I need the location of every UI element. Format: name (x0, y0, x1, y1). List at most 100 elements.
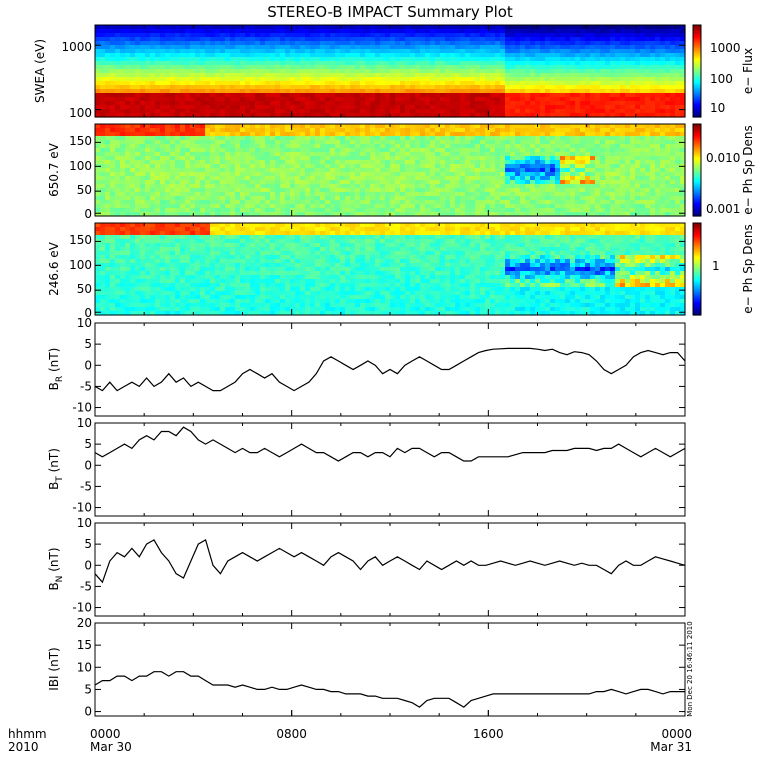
spectrogram-cell (395, 148, 401, 153)
spectrogram-cell (325, 148, 331, 153)
spectrogram-cell (350, 184, 356, 189)
spectrogram-cell (110, 192, 116, 197)
spectrogram-cell (355, 29, 361, 34)
spectrogram-cell (350, 65, 356, 70)
spectrogram-cell (370, 105, 376, 110)
spectrogram-cell (525, 160, 531, 165)
spectrogram-cell (560, 65, 566, 70)
spectrogram-cell (665, 105, 671, 110)
spectrogram-cell (325, 45, 331, 50)
spectrogram-cell (145, 164, 151, 169)
spectrogram-cell (140, 196, 146, 201)
spectrogram-cell (220, 49, 226, 54)
spectrogram-cell (400, 41, 406, 46)
spectrogram-cell (185, 65, 191, 70)
spectrogram-cell (255, 192, 261, 197)
spectrogram-cell (340, 172, 346, 177)
spectrogram-cell (540, 176, 546, 181)
spectrogram-cell (340, 93, 346, 98)
spectrogram-cell (625, 93, 631, 98)
spectrogram-cell (295, 192, 301, 197)
spectrogram-cell (250, 152, 256, 157)
spectrogram-cell (230, 136, 236, 141)
spectrogram-cell (460, 93, 466, 98)
spectrogram-cell (225, 101, 231, 106)
spectrogram-cell (450, 73, 456, 78)
spectrogram-cell (165, 136, 171, 141)
spectrogram-cell (415, 212, 421, 217)
spectrogram-cell (225, 168, 231, 173)
spectrogram-cell (155, 41, 161, 46)
spectrogram-cell (155, 81, 161, 86)
spectrogram-cell (295, 204, 301, 209)
spectrogram-cell (515, 196, 521, 201)
spectrogram-cell (260, 156, 266, 161)
spectrogram-cell (300, 45, 306, 50)
spectrogram-cell (530, 57, 536, 62)
spectrogram-cell (140, 29, 146, 34)
spectrogram-cell (415, 81, 421, 86)
spectrogram-cell (600, 37, 606, 42)
spectrogram-cell (565, 180, 571, 185)
spectrogram-cell (390, 168, 396, 173)
spectrogram-cell (455, 156, 461, 161)
spectrogram-cell (170, 109, 176, 114)
spectrogram-cell (455, 132, 461, 137)
spectrogram-cell (545, 152, 551, 157)
spectrogram-cell (250, 128, 256, 133)
colorbar-swatch (693, 104, 701, 107)
spectrogram-cell (495, 49, 501, 54)
spectrogram-cell (270, 144, 276, 149)
spectrogram-cell (350, 57, 356, 62)
spectrogram-cell (500, 41, 506, 46)
spectrogram-cell (210, 73, 216, 78)
spectrogram-cell (270, 105, 276, 110)
spectrogram-cell (475, 132, 481, 137)
spectrogram-cell (370, 25, 376, 30)
spectrogram-cell (485, 85, 491, 90)
spectrogram-cell (445, 101, 451, 106)
spectrogram-cell (600, 45, 606, 50)
spectrogram-cell (235, 49, 241, 54)
spectrogram-cell (430, 89, 436, 94)
spectrogram-cell (525, 196, 531, 201)
spectrogram-cell (540, 136, 546, 141)
spectrogram-cell (105, 29, 111, 34)
spectrogram-cell (450, 140, 456, 145)
spectrogram-cell (490, 168, 496, 173)
spectrogram-cell (395, 73, 401, 78)
spectrogram-cell (295, 168, 301, 173)
spectrogram-cell (505, 109, 511, 114)
spectrogram-cell (610, 93, 616, 98)
spectrogram-cell (370, 212, 376, 217)
spectrogram-cell (495, 200, 501, 205)
spectrogram-cell (585, 109, 591, 114)
spectrogram-cell (625, 61, 631, 66)
spectrogram-cell (540, 77, 546, 82)
spectrogram-cell (160, 124, 166, 129)
spectrogram-cell (215, 97, 221, 102)
spectrogram-cell (355, 101, 361, 106)
spectrogram-cell (155, 168, 161, 173)
spectrogram-cell (500, 160, 506, 165)
spectrogram-cell (130, 33, 136, 38)
colorbar-swatch (693, 35, 701, 38)
spectrogram-cell (225, 49, 231, 54)
spectrogram-cell (565, 160, 571, 165)
spectrogram-cell (400, 164, 406, 169)
spectrogram-cell (545, 81, 551, 86)
spectrogram-cell (185, 37, 191, 42)
spectrogram-cell (380, 85, 386, 90)
spectrogram-cell (290, 164, 296, 169)
spectrogram-cell (235, 128, 241, 133)
spectrogram-cell (470, 180, 476, 185)
spectrogram-cell (540, 196, 546, 201)
spectrogram-cell (280, 136, 286, 141)
spectrogram-cell (455, 45, 461, 50)
spectrogram-cell (470, 101, 476, 106)
spectrogram-cell (140, 148, 146, 153)
spectrogram-cell (615, 49, 621, 54)
spectrogram-cell (340, 65, 346, 70)
spectrogram-cell (245, 37, 251, 42)
spectrogram-cell (390, 73, 396, 78)
